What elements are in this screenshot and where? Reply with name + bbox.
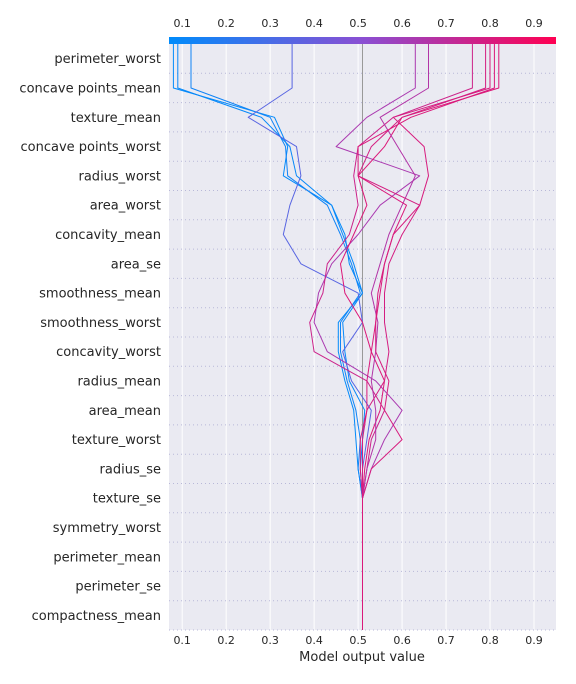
feature-label: concave points_mean	[19, 81, 161, 96]
feature-label: perimeter_se	[75, 580, 161, 595]
x-tick-label-top: 0.9	[525, 17, 543, 30]
x-tick-label-bottom: 0.4	[305, 634, 323, 647]
feature-label: area_worst	[90, 199, 161, 214]
x-tick-label-top: 0.8	[481, 17, 499, 30]
grid-layer	[169, 44, 556, 631]
x-tick-label-bottom: 0.6	[393, 634, 411, 647]
x-tick-label-top: 0.3	[261, 17, 279, 30]
x-tick-label-bottom: 0.2	[217, 634, 235, 647]
x-tick-label-top: 0.6	[393, 17, 411, 30]
x-tick-label-top: 0.5	[349, 17, 367, 30]
x-tick-label-bottom: 0.9	[525, 634, 543, 647]
x-tick-label-bottom: 0.8	[481, 634, 499, 647]
x-tick-label-bottom: 0.3	[261, 634, 279, 647]
feature-label: perimeter_worst	[54, 52, 161, 67]
x-axis-title: Model output value	[299, 650, 425, 665]
tick-layer: 0.1 0.1 0.2 0.2 0.3 0.3 0.4 0.4 0.5 0.5 0.6 0.6 0.7 0…	[173, 17, 542, 647]
series-layer	[172, 44, 500, 630]
colorbar	[169, 37, 556, 44]
x-tick-label-bottom: 0.1	[173, 634, 191, 647]
feature-label: area_mean	[89, 404, 161, 419]
feature-label: texture_worst	[72, 433, 161, 448]
x-tick-label-top: 0.4	[305, 17, 323, 30]
feature-label: smoothness_mean	[39, 287, 161, 302]
x-tick-label-top: 0.1	[173, 17, 191, 30]
feature-label: concavity_worst	[56, 345, 161, 360]
feature-label: radius_se	[100, 462, 161, 477]
x-tick-label-top: 0.2	[217, 17, 235, 30]
decision-path-line	[357, 44, 495, 630]
feature-label: perimeter_mean	[53, 550, 161, 565]
feature-label: smoothness_worst	[40, 316, 161, 331]
x-tick-label-bottom: 0.7	[437, 634, 455, 647]
feature-label: texture_se	[93, 492, 161, 507]
feature-label: compactness_mean	[32, 609, 161, 624]
feature-label: texture_mean	[71, 111, 161, 126]
x-tick-label-top: 0.7	[437, 17, 455, 30]
x-tick-label-bottom: 0.5	[349, 634, 367, 647]
feature-label: radius_mean	[77, 374, 161, 389]
feature-label: area_se	[111, 257, 161, 272]
feature-label: concavity_mean	[55, 228, 161, 243]
feature-label: symmetry_worst	[53, 521, 161, 536]
feature-label: radius_worst	[79, 169, 162, 184]
feature-label: concave points_worst	[20, 140, 161, 155]
